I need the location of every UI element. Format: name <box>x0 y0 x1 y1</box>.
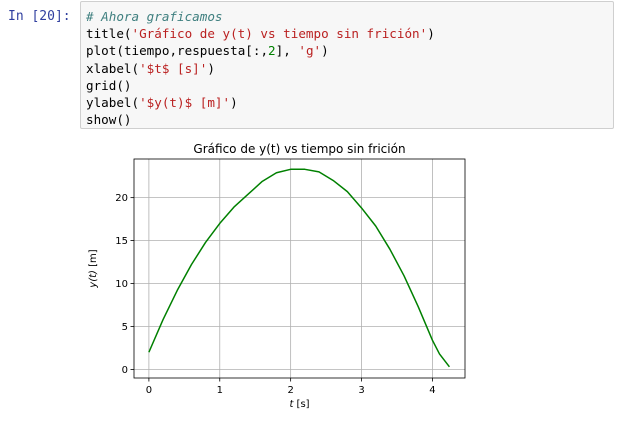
code-token-punct: [:, <box>245 43 269 59</box>
code-line: title('Gráfico de y(t) vs tiempo sin fri… <box>86 25 435 42</box>
code-token-string: '$y(t)$ [m]' <box>139 94 231 110</box>
x-axis-label-unit: [s] <box>293 399 309 410</box>
code-token-punct: ) <box>207 60 215 76</box>
y-axis-label-var: y(t) <box>88 270 99 289</box>
series-layer <box>148 168 451 368</box>
code-token-punct: ( <box>116 43 124 59</box>
code-line: xlabel('$t$ [s]') <box>86 60 435 77</box>
code-token-punct: ) <box>427 26 435 42</box>
code-token-name: ylabel <box>86 94 132 110</box>
x-axis-label-var: t <box>289 399 294 410</box>
y-tick-label: 0 <box>122 365 128 376</box>
code-token-punct: ( <box>123 26 132 42</box>
code-token-punct: ], <box>275 43 299 59</box>
code-token-punct: () <box>116 112 132 128</box>
code-line: plot(tiempo,respuesta[:,2], 'g') <box>86 42 435 59</box>
plot-area <box>134 159 465 378</box>
plot-frame <box>133 158 466 379</box>
code-token-name: grid <box>86 77 117 93</box>
code-token-name: plot <box>86 43 117 59</box>
cell-prompt: In [20]: <box>8 9 71 24</box>
y-tick-label: 15 <box>115 236 128 247</box>
x-tick-label: 4 <box>429 385 435 396</box>
code-token-punct: () <box>116 77 132 93</box>
code-token-string: 'Gráfico de y(t) vs tiempo sin frición' <box>131 26 428 42</box>
code-line: grid() <box>86 77 435 94</box>
grid-lines <box>134 159 465 378</box>
code-token-name: respuesta <box>177 43 246 59</box>
code-token-punct: , <box>169 43 178 59</box>
y-axis-label-unit: [m] <box>88 249 99 270</box>
code-line: # Ahora graficamos <box>86 8 435 25</box>
y-tick-label: 20 <box>115 193 128 204</box>
series-line <box>148 168 451 368</box>
y-axis-label: y(t) [m] <box>88 249 99 288</box>
code-token-punct: ) <box>230 94 238 110</box>
code-token-punct: ) <box>321 43 329 59</box>
code-line: ylabel('$y(t)$ [m]') <box>86 94 435 111</box>
code-token-comment: # Ahora graficamos <box>86 9 223 24</box>
code-token-name: xlabel <box>86 60 132 76</box>
x-tick-label: 3 <box>358 385 364 396</box>
code-editor[interactable]: # Ahora graficamos title('Gráfico de y(t)… <box>86 8 435 128</box>
ticks: 0 1 2 3 4 0 5 10 15 20 <box>115 193 435 396</box>
x-tick-label: 0 <box>146 385 152 396</box>
code-token-name: title <box>86 26 124 42</box>
code-token-string: '$t$ [s]' <box>139 60 208 76</box>
chart-title: Gráfico de y(t) vs tiempo sin frición <box>193 142 405 156</box>
code-token-punct: ( <box>131 94 140 110</box>
code-token-punct: ( <box>131 60 140 76</box>
code-token-string: 'g' <box>298 43 322 59</box>
cell-output: 0 1 2 3 4 0 5 10 15 20 Gráfico de y(t) vs tiempo … <box>80 134 618 418</box>
code-cell-input[interactable]: # Ahora graficamos title('Gráfico de y(t)… <box>80 1 614 129</box>
code-line: show() <box>86 111 435 128</box>
x-tick-label: 1 <box>217 385 223 396</box>
code-token-number: 2 <box>268 43 276 59</box>
line-chart: 0 1 2 3 4 0 5 10 15 20 Gráfico de y(t) vs tiempo … <box>88 142 466 410</box>
code-token-name: tiempo <box>123 43 170 59</box>
x-tick-label: 2 <box>287 385 293 396</box>
y-tick-label: 5 <box>122 322 128 333</box>
x-axis-label: t [s] <box>289 399 309 410</box>
code-token-name: show <box>86 112 117 128</box>
y-tick-label: 10 <box>115 279 128 290</box>
